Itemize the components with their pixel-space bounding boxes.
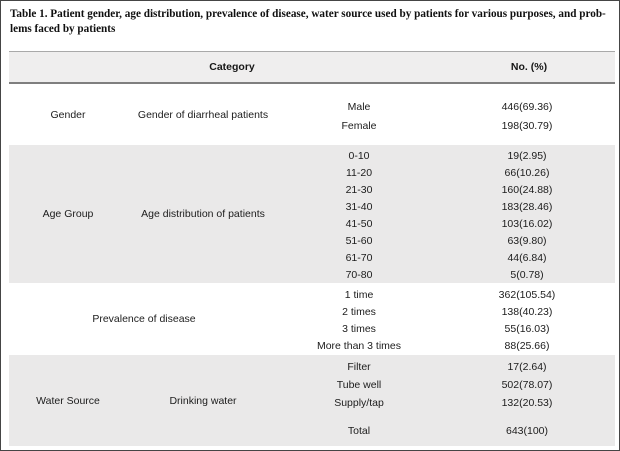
table-row: 41-50 103(16.02) [279, 215, 615, 232]
category-cell: 61-70 [345, 251, 373, 264]
table-row: 11-20 66(10.26) [279, 164, 615, 181]
value-cell: 5(0.78) [510, 268, 544, 281]
description-cell: Gender of diarrheal patients [137, 108, 269, 121]
table-row: 0-10 19(2.95) [279, 147, 615, 164]
value-cell: 55(16.03) [504, 322, 550, 335]
value-cell: 66(10.26) [504, 166, 550, 179]
category-cell: 41-50 [345, 217, 373, 230]
section-rows: 1 time 362(105.54) 2 times 138(40.23) 3 … [279, 283, 615, 355]
value-cell: 88(25.66) [504, 339, 550, 352]
value-cell: 44(6.84) [507, 251, 547, 264]
category-cell: Female [341, 119, 377, 132]
value-cell: 132(20.53) [501, 397, 553, 409]
value-cell: 19(2.95) [507, 149, 547, 162]
table-row: Male 446(69.36) [279, 97, 615, 116]
table-row: Female 198(30.79) [279, 116, 615, 135]
section-rows: Male 446(69.36) Female 198(30.79) [279, 84, 615, 145]
table-row: More than 3 times 88(25.66) [279, 337, 615, 354]
group-cell: Water Source [36, 394, 100, 407]
category-cell: 2 times [342, 305, 376, 318]
category-cell: 31-40 [345, 200, 373, 213]
table-row: 3 times 55(16.03) [279, 320, 615, 337]
value-cell: 138(40.23) [501, 305, 553, 318]
table-row: 1 time 362(105.54) [279, 286, 615, 303]
table-row: 2 times 138(40.23) [279, 303, 615, 320]
value-cell: 160(24.88) [501, 183, 553, 196]
category-cell: 51-60 [345, 234, 373, 247]
description-cell: Drinking water [169, 394, 237, 407]
value-cell: 103(16.02) [501, 217, 553, 230]
category-cell: 3 times [342, 322, 376, 335]
category-cell: 70-80 [345, 268, 373, 281]
header-category: Category [209, 61, 255, 73]
table-row: Tube well 502(78.07) [279, 376, 615, 394]
section-gender: Gender Gender of diarrheal patients Male… [9, 84, 615, 145]
total-value-cell: 643(100) [505, 425, 549, 437]
caption-line-1: Table 1. Patient gender, age distributio… [10, 8, 606, 20]
group-cell: Age Group [42, 208, 94, 220]
value-cell: 446(69.36) [501, 100, 553, 113]
table-header-row: Category No. (%) [9, 51, 615, 84]
category-cell: 0-10 [348, 149, 370, 162]
value-cell: 17(2.64) [507, 361, 547, 373]
section-prevalence: Prevalence of disease 1 time 362(105.54)… [9, 283, 615, 355]
value-cell: 183(28.46) [501, 200, 553, 213]
category-cell: Tube well [336, 379, 382, 391]
table-row: 21-30 160(24.88) [279, 181, 615, 198]
group-cell: Gender [50, 108, 86, 121]
category-cell: 1 time [344, 288, 374, 301]
blank-row-spacer [279, 412, 615, 422]
table-row: Filter 17(2.64) [279, 358, 615, 376]
category-cell: 11-20 [345, 166, 373, 179]
table-caption: Table 1. Patient gender, age distributio… [10, 7, 614, 36]
table-row: 31-40 183(28.46) [279, 198, 615, 215]
caption-line-2: lems faced by patients [10, 22, 116, 35]
header-no-percent: No. (%) [510, 61, 548, 73]
category-cell: More than 3 times [316, 339, 402, 352]
value-cell: 198(30.79) [501, 119, 553, 132]
category-cell: Filter [347, 361, 371, 373]
table-row: 70-80 5(0.78) [279, 266, 615, 283]
total-label-cell: Total [347, 425, 371, 437]
description-cell: Age distribution of patients [141, 208, 265, 220]
table-row: 51-60 63(9.80) [279, 232, 615, 249]
section-age-group: Age Group Age distribution of patients 0… [9, 145, 615, 283]
merged-description-cell: Prevalence of disease [92, 313, 196, 325]
table-row: 61-70 44(6.84) [279, 249, 615, 266]
value-cell: 362(105.54) [498, 288, 556, 301]
total-row: Total 643(100) [279, 422, 615, 440]
section-water-source: Water Source Drinking water Filter 17(2.… [9, 355, 615, 446]
category-cell: Supply/tap [334, 397, 384, 409]
section-rows: Filter 17(2.64) Tube well 502(78.07) Sup… [279, 355, 615, 446]
value-cell: 502(78.07) [501, 379, 553, 391]
section-rows: 0-10 19(2.95) 11-20 66(10.26) 21-30 160(… [279, 145, 615, 283]
data-table: Category No. (%) Gender Gender of diarrh… [9, 51, 615, 446]
value-cell: 63(9.80) [507, 234, 547, 247]
category-cell: 21-30 [345, 183, 373, 196]
category-cell: Male [347, 100, 371, 113]
table-row: Supply/tap 132(20.53) [279, 394, 615, 412]
